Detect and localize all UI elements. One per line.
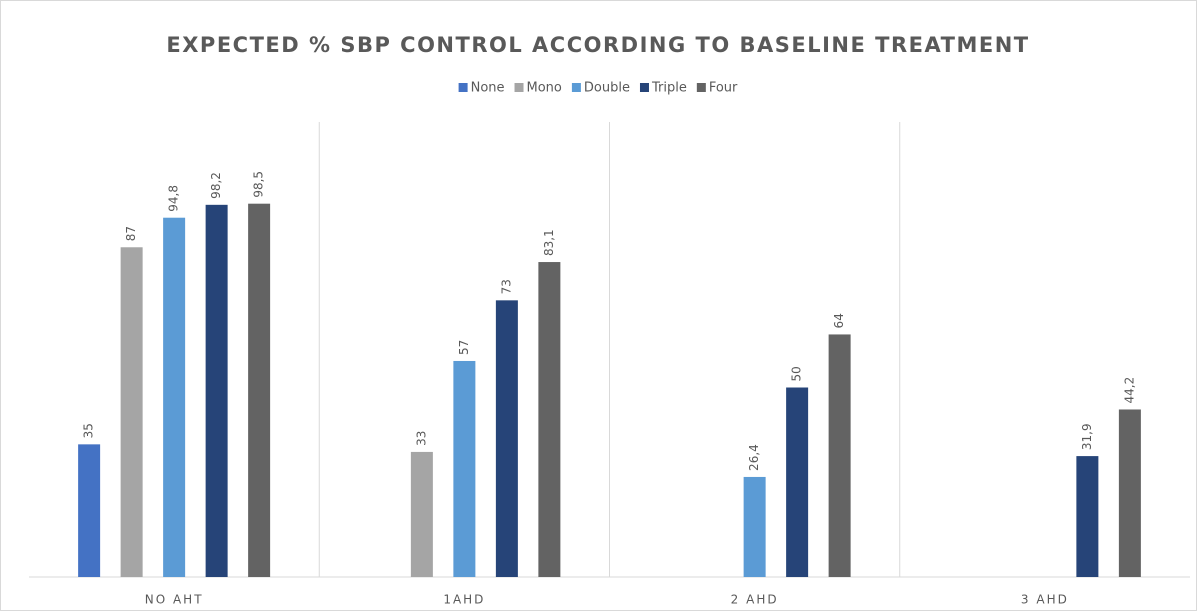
bar [453, 360, 476, 577]
legend-swatch [514, 83, 524, 92]
legend-label: Double [584, 81, 630, 96]
x-tick-label: 3 AHD [1021, 593, 1069, 607]
data-label: 57 [457, 340, 471, 355]
data-label: 73 [499, 279, 513, 294]
bar [410, 451, 433, 577]
bar [1076, 456, 1099, 577]
data-label: 98,2 [209, 172, 223, 199]
data-label: 33 [414, 431, 428, 446]
legend-label: None [471, 81, 505, 96]
bar [828, 334, 851, 577]
data-label: 44,2 [1122, 377, 1136, 404]
data-label: 94,8 [167, 185, 181, 212]
legend-label: Mono [527, 81, 562, 96]
legend-swatch [696, 83, 706, 92]
chart-title: EXPECTED % SBP CONTROL ACCORDING TO BASE… [166, 33, 1029, 57]
bar [1118, 409, 1141, 577]
data-label: 87 [124, 226, 138, 241]
legend-swatch [458, 83, 468, 92]
data-label: 83,1 [542, 229, 556, 256]
bar [495, 300, 518, 577]
bar [248, 203, 271, 577]
bar [163, 217, 186, 577]
bar [786, 387, 809, 577]
x-tick-label: NO AHT [145, 593, 204, 607]
x-tick-label: 2 AHD [731, 593, 779, 607]
data-label: 50 [790, 366, 804, 381]
legend-label: Four [709, 81, 738, 96]
data-label: 31,9 [1080, 423, 1094, 450]
data-label: 35 [82, 423, 96, 438]
bar [205, 204, 228, 577]
data-label: 98,5 [252, 171, 266, 198]
data-label: 64 [832, 313, 846, 328]
x-tick-label: 1AHD [443, 593, 485, 607]
legend-swatch [639, 83, 649, 92]
bar [120, 247, 143, 577]
legend-label: Triple [651, 81, 687, 96]
legend-swatch [571, 83, 581, 92]
bar [743, 476, 766, 577]
bar [78, 444, 101, 577]
bar [538, 262, 561, 577]
data-label: 26,4 [747, 444, 761, 471]
